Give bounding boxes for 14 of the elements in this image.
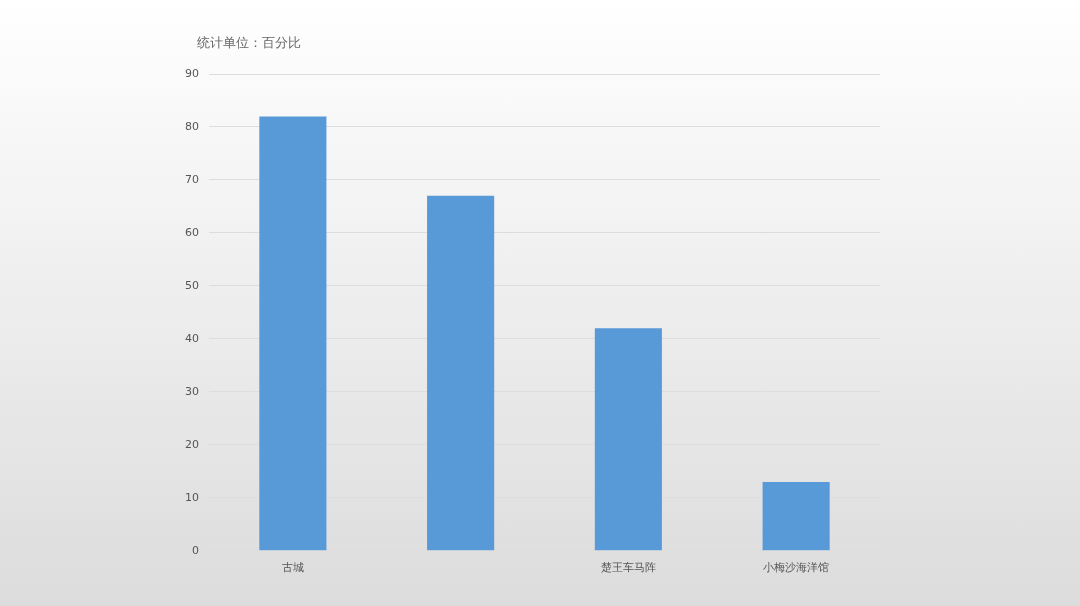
y-tick-label: 60 xyxy=(185,225,199,239)
y-tick-label: 40 xyxy=(185,331,199,345)
chart-title: 统计单位：百分比 xyxy=(197,34,301,52)
y-tick-label: 90 xyxy=(185,66,199,80)
x-tick-label: 小梅沙海洋馆 xyxy=(763,561,830,575)
x-tick-label: 古城 xyxy=(281,561,304,575)
y-tick-label: 20 xyxy=(185,437,199,451)
x-tick-label: 楚王车马阵 xyxy=(600,561,656,575)
y-tick-label: 30 xyxy=(185,384,199,398)
y-tick-label: 70 xyxy=(185,172,199,186)
y-tick-label: 50 xyxy=(185,278,199,292)
y-tick-label: 0 xyxy=(192,543,199,557)
y-tick-label: 10 xyxy=(185,490,199,504)
y-tick-label: 80 xyxy=(185,119,199,133)
